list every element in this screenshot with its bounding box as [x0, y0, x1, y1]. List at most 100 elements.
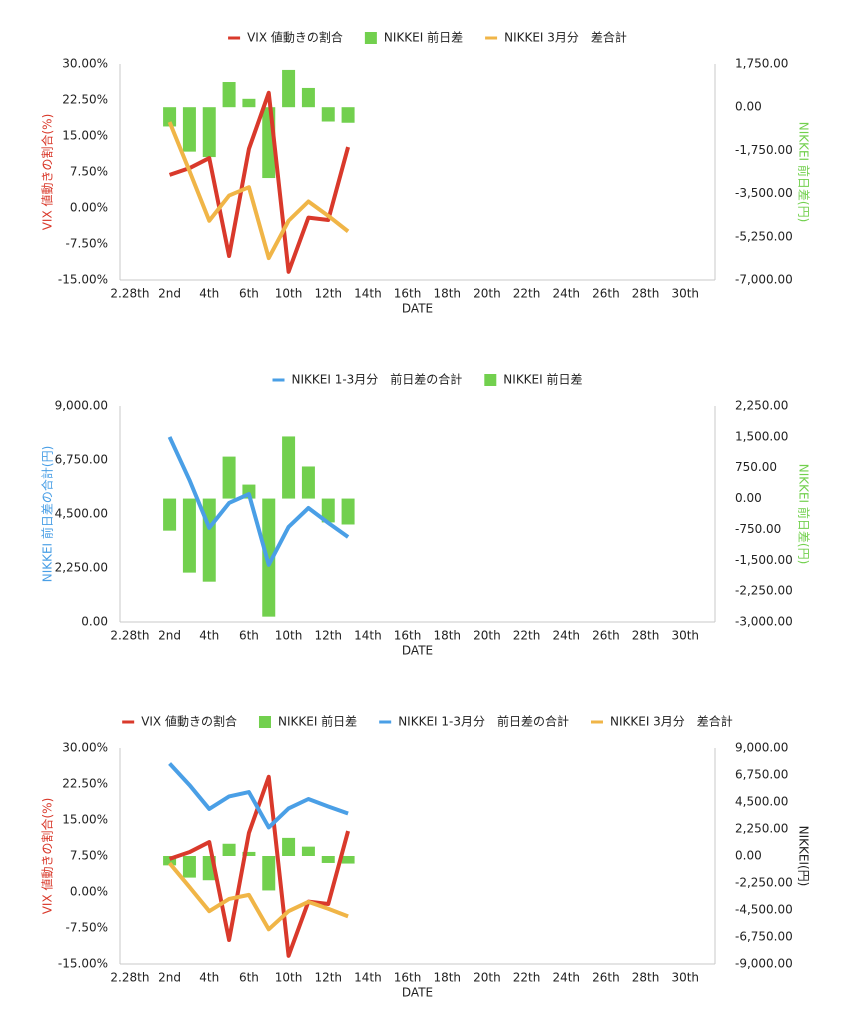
y2-tick-label: 0.00 [735, 100, 762, 114]
line-series [168, 861, 349, 932]
y2-tick-label: 1,500.00 [735, 429, 788, 443]
bar [282, 69, 296, 108]
y2-tick-label: -1,500.00 [735, 553, 793, 567]
x-tick-label: 4th [199, 287, 219, 301]
y2-tick-label: 2,250.00 [735, 822, 788, 836]
bar [341, 856, 355, 864]
x-tick-label: 2nd [158, 971, 181, 985]
bar [341, 107, 355, 123]
legend: VIX 値動きの割合 NIKKEI 前日差 NIKKEI 3月分 差合計 [228, 30, 627, 45]
x-tick-label: 10th [275, 629, 303, 643]
y-tick-label: 30.00% [62, 57, 108, 71]
y2-tick-label: -750.00 [735, 522, 781, 536]
legend-label: NIKKEI 前日差 [384, 30, 463, 45]
y-tick-label: 7.50% [70, 849, 108, 863]
bar [301, 87, 315, 108]
line-series [168, 762, 349, 830]
x-tick-label: 6th [239, 971, 259, 985]
x-tick-label: 26th [592, 287, 620, 301]
legend-marker [258, 716, 271, 728]
y2-tick-label: 0.00 [735, 491, 762, 505]
x-tick-label: 18th [433, 629, 461, 643]
legend: VIX 値動きの割合 NIKKEI 前日差 NIKKEI 1-3月分 前日差の合計 N… [122, 714, 733, 729]
legend-marker [364, 32, 377, 44]
x-tick-label: 30th [671, 629, 699, 643]
y-axis-label: VIX 値動きの割合(%) [40, 798, 55, 915]
y2-tick-label: 1,750.00 [735, 57, 788, 71]
x-tick-label: 16th [394, 287, 422, 301]
y-tick-label: 0.00% [70, 885, 108, 899]
x-tick-label: 2nd [158, 287, 181, 301]
y2-tick-label: -7,000.00 [735, 273, 793, 287]
x-tick-label: 2nd [158, 629, 181, 643]
bar [222, 456, 236, 499]
x-tick-label: 14th [354, 629, 382, 643]
bar [321, 498, 335, 523]
y-tick-label: 22.50% [62, 777, 108, 791]
x-tick-label: 14th [354, 971, 382, 985]
x-tick-label: 26th [592, 629, 620, 643]
y-tick-label: -7.50% [66, 921, 108, 935]
x-tick-label: 18th [433, 971, 461, 985]
x-axis-label: DATE [402, 986, 433, 1000]
bar [182, 498, 196, 573]
y2-tick-label: 0.00 [735, 849, 762, 863]
legend-label: NIKKEI 1-3月分 前日差の合計 [398, 714, 569, 729]
bar [282, 837, 296, 856]
x-tick-label: 20th [473, 629, 501, 643]
x-tick-label: 2.28th [110, 287, 149, 301]
bar [242, 851, 256, 856]
bar [242, 98, 256, 108]
x-tick-label: 24th [552, 287, 580, 301]
x-tick-label: 10th [275, 287, 303, 301]
x-tick-label: 22th [513, 287, 541, 301]
x-tick-label: 26th [592, 971, 620, 985]
x-tick-label: 28th [632, 629, 660, 643]
y-tick-label: 15.00% [62, 813, 108, 827]
legend-label: VIX 値動きの割合 [141, 714, 237, 729]
y2-tick-label: 2,250.00 [735, 399, 788, 413]
bar [202, 107, 216, 158]
x-tick-label: 22th [513, 629, 541, 643]
x-tick-label: 30th [671, 287, 699, 301]
y-tick-label: 30.00% [62, 741, 108, 755]
legend-label: VIX 値動きの割合 [247, 30, 343, 45]
y-tick-label: 15.00% [62, 129, 108, 143]
y-tick-label: 2,250.00 [55, 561, 108, 575]
x-tick-label: 28th [632, 971, 660, 985]
x-tick-label: 16th [394, 971, 422, 985]
legend-label: NIKKEI 3月分 差合計 [504, 30, 627, 45]
bar [163, 498, 177, 531]
x-tick-label: 12th [314, 629, 342, 643]
bar [301, 846, 315, 856]
bar [282, 436, 296, 499]
y2-tick-label: 9,000.00 [735, 741, 788, 755]
y2-tick-label: 4,500.00 [735, 795, 788, 809]
x-tick-label: 10th [275, 971, 303, 985]
y-tick-label: -7.50% [66, 237, 108, 251]
y-tick-label: 0.00% [70, 201, 108, 215]
legend-label: NIKKEI 3月分 差合計 [610, 714, 733, 729]
x-tick-label: 12th [314, 971, 342, 985]
y2-tick-label: -2,250.00 [735, 584, 793, 598]
x-tick-label: 4th [199, 971, 219, 985]
y2-tick-label: -5,250.00 [735, 229, 793, 243]
line-series [168, 90, 351, 274]
y-tick-label: 0.00 [81, 615, 108, 629]
line-series [168, 774, 351, 958]
y2-tick-label: -6,750.00 [735, 930, 793, 944]
x-tick-label: 22th [513, 971, 541, 985]
x-tick-label: 6th [239, 287, 259, 301]
bar [321, 107, 335, 122]
x-tick-label: 24th [552, 629, 580, 643]
bar [222, 843, 236, 856]
x-tick-label: 16th [394, 629, 422, 643]
y2-tick-label: -2,250.00 [735, 876, 793, 890]
y-tick-label: 6,750.00 [55, 453, 108, 467]
x-tick-label: 4th [199, 629, 219, 643]
bar [163, 107, 177, 127]
bar [182, 107, 196, 152]
y-tick-label: -15.00% [58, 957, 108, 971]
x-tick-label: 2.28th [110, 629, 149, 643]
